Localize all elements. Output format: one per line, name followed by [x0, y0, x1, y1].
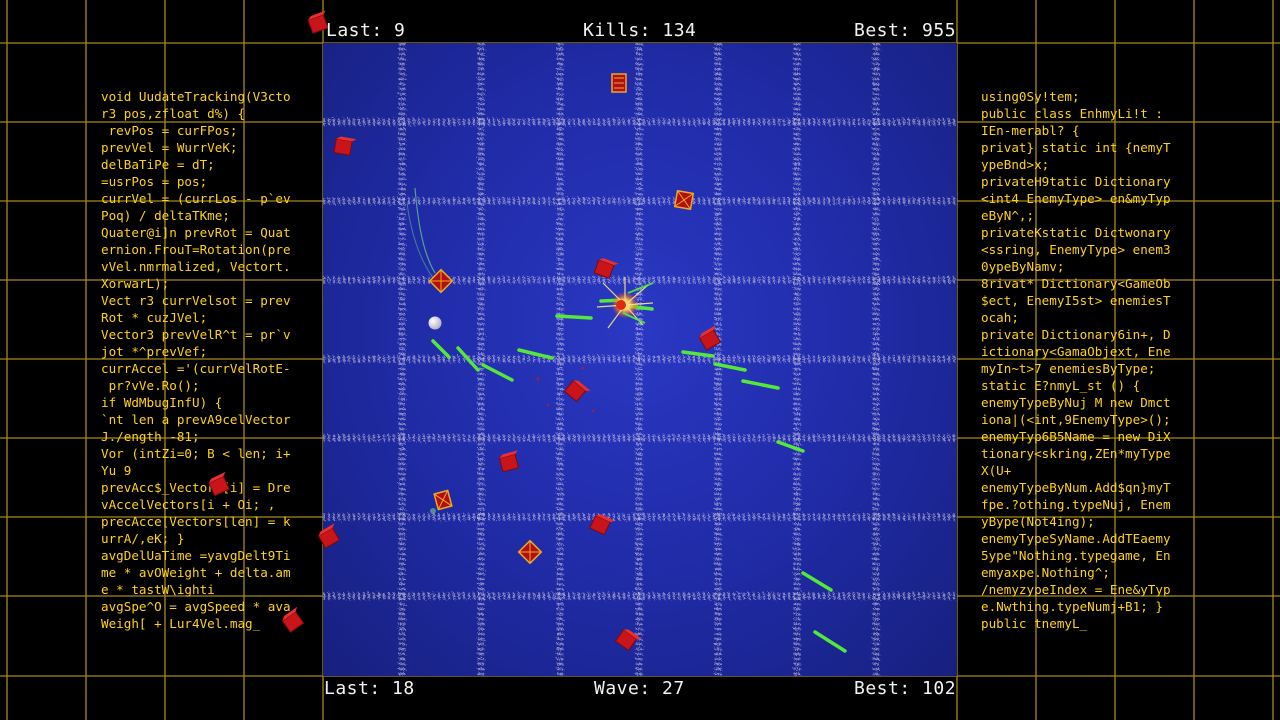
spawner-crate [433, 489, 453, 511]
code-line: fpe.?othing.typeNuj, Enem [981, 497, 1171, 512]
spawner-crate [517, 539, 543, 565]
code-line: Vor (intZi=0; B < len; i+ [101, 446, 291, 461]
enemy-cube [563, 379, 591, 403]
spawner-crate [673, 189, 695, 211]
code-line: XorwarL); [101, 276, 170, 291]
code-line: myIn~t>7 enemiesByType; [981, 361, 1156, 376]
code-line: iona|(<int,9EnemyType>(); [981, 412, 1171, 427]
code-line: precAcce[Vectors[len] = k [101, 514, 291, 529]
code-line: Weigh[ + Lur4Vel.mag_ [101, 616, 261, 631]
code-line: void UudateTracking(V3cto [101, 89, 291, 104]
code-panel-right: using0Sy!tem; public class EnhmyLi!t : IEn… [981, 88, 1171, 632]
code-panel-left: void UudateTracking(V3cto r3 pos,zfloat d… [101, 88, 291, 632]
code-line: Poq) / deltaTKme; [101, 208, 230, 223]
player-trail [414, 187, 436, 274]
code-line: ocah; [981, 310, 1019, 325]
code-line: avgSpe^O = avgSpeed * ava [101, 599, 291, 614]
arena-grid [323, 43, 957, 676]
code-line: if WdMbugInfU) { [101, 395, 223, 410]
code-line: IEn-merabl? { [981, 123, 1080, 138]
code-line: static E?nmyL_st () { [981, 378, 1141, 393]
code-line: J./ength -81; [101, 429, 200, 444]
code-line: emyaxpe.Nothing^; [981, 565, 1110, 580]
enemy-cube [698, 325, 722, 351]
hud-last-score-bottom: Last: 18 [324, 678, 415, 699]
hud-wave: Wave: 27 [594, 678, 685, 699]
code-line: /nemyzypeIndex = Ene&yTyp [981, 582, 1171, 597]
enemy-cube [593, 258, 619, 279]
enemy-cube [614, 628, 642, 652]
code-line: vAccelVectors[i + Oi; , [101, 497, 276, 512]
explosion-burst [596, 277, 654, 329]
code-line: delBaTiPe = dT; [101, 157, 215, 172]
code-line: eByN^,; [981, 208, 1035, 223]
code-line: prevAcc$_Vectors[i] = Dre [101, 480, 291, 495]
code-line: private Dictionary6in+, D [981, 327, 1171, 342]
code-line: me * avOWeight + delta.am [101, 565, 291, 580]
code-line: ernion.FrouT=Rotation(pre [101, 242, 291, 257]
code-line: revPos = curFPos; [101, 123, 238, 138]
code-line: enemyTypeByNum.Add$qn}myT [981, 480, 1171, 495]
code-line: urrA/,eK; } [101, 531, 185, 546]
hud-kills: Kills: 134 [583, 20, 697, 41]
spawner-crate [428, 268, 454, 294]
code-line: 5ype"Nothing.typegame, En [981, 548, 1171, 563]
code-line: Vect r3 currVelsot = prev [101, 293, 291, 308]
hud-best-score-bottom: Best: 102 [854, 678, 957, 699]
code-line: yBype(Not4ing); [981, 514, 1095, 529]
code-line: Rot * cuzJVel; [101, 310, 208, 325]
code-line: enemyTypeSyName.AddTEaemy [981, 531, 1171, 546]
code-line: tionary<skring,ZEn*myType [981, 446, 1171, 461]
player-ball [428, 316, 442, 330]
code-line: public tnemyL_ [981, 616, 1088, 631]
code-line: <int4 EnemyType> en&myTyp [981, 191, 1171, 206]
code-line: $ect, EnemyI5st> enemiesT [981, 293, 1171, 308]
code-line: currVel = (currLos - p`ev [101, 191, 291, 206]
code-line: e * tastW\ighti [101, 582, 215, 597]
code-line: vVel.nmrmalized, Vectort. [101, 259, 291, 274]
hud-best-score-top: Best: 955 [854, 20, 957, 41]
code-line: Yu 9 [101, 463, 132, 478]
code-line: pr?vVe.Ro(); [101, 378, 200, 393]
code-line: avgDelUaTime =yavgDelt9Ti [101, 548, 291, 563]
code-line: enemyTypeByNuj M new Dmct [981, 395, 1171, 410]
game-arena[interactable] [323, 43, 957, 676]
code-line: privateH9tatic Dictionary [981, 174, 1171, 189]
code-line: =usrPos = pos; [101, 174, 208, 189]
code-line: currAccel ='(currVelRotE- [101, 361, 291, 376]
code-line: e.Nwthing.typeNumj+B1; } [981, 599, 1163, 614]
code-line: Vector3 prevVelR^t = pr`v [101, 327, 291, 342]
debris [536, 366, 595, 413]
code-line: using0Sy!tem; [981, 89, 1080, 104]
code-line: ypeBnd>x; [981, 157, 1050, 172]
code-line: r3 pos,zfloat d%) { [101, 106, 246, 121]
code-line: X(U+ [981, 463, 1012, 478]
enemy-cube [498, 450, 520, 473]
code-line: 8rivat* Dictionary<GameOb [981, 276, 1171, 291]
code-line: public class EnhmyLi!t : [981, 106, 1163, 121]
code-line: privat} static int {nemyT [981, 140, 1171, 155]
code-line: Quater@i]n prevRot = Quat [101, 225, 291, 240]
code-line: enemyTyp6B5Name = new DiX [981, 429, 1171, 444]
player-trail [406, 202, 434, 279]
code-line: ictionary<GamaObjext, Ene [981, 344, 1171, 359]
code-line: 0ypeByNamv; [981, 259, 1065, 274]
code-line: prevVel = WurrVeK; [101, 140, 238, 155]
code-line: jot *^prevVef; [101, 344, 208, 359]
code-line: <ssring, EnemyType> enem3 [981, 242, 1171, 257]
laser-shots [431, 298, 847, 653]
enemy-cube [589, 514, 616, 536]
hud-last-score-top: Last: 9 [326, 20, 406, 41]
code-line: `nt len a prevA9celVector [101, 412, 291, 427]
spawner-crate [611, 73, 627, 93]
code-line: privateKstatic Dictwonary [981, 225, 1171, 240]
